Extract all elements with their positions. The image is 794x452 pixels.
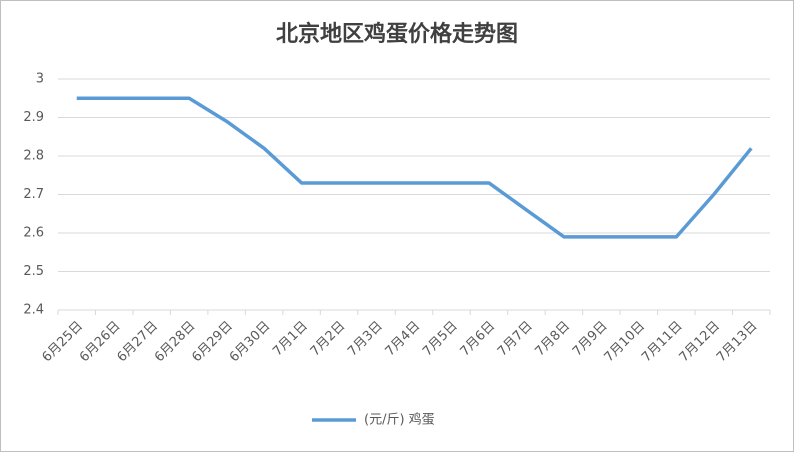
legend-label: (元/斤) 鸡蛋 [364, 412, 435, 428]
line [76, 96, 753, 239]
chart-title: 北京地区鸡蛋价格走势图 [276, 21, 518, 47]
y-tick-label: 2.4 [23, 303, 44, 318]
y-tick-label: 2.7 [23, 187, 44, 202]
y-tick-label: 3 [36, 72, 44, 87]
y-tick-label: 2.8 [23, 149, 44, 164]
y-tick-label: 2.6 [23, 226, 44, 241]
y-tick-label: 2.5 [23, 264, 44, 279]
y-tick-label: 2.9 [23, 110, 44, 125]
